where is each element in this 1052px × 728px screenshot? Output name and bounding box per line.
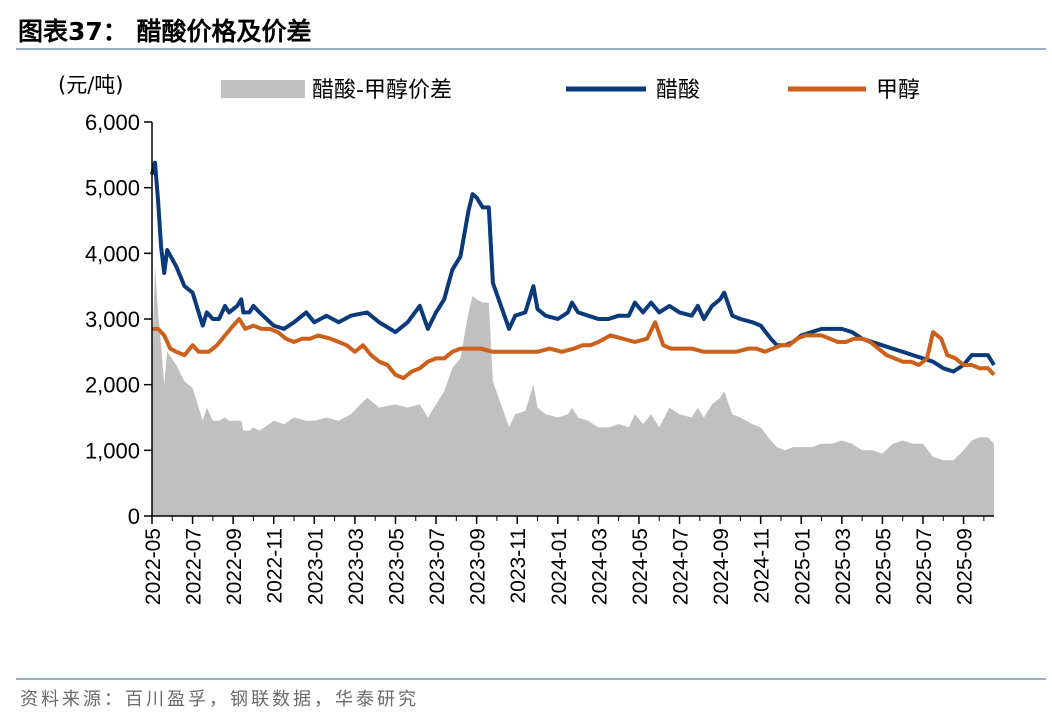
x-tick-label: 2023-11 — [507, 528, 530, 604]
x-tick-label: 2023-05 — [385, 528, 408, 605]
x-tick-label: 2024-07 — [670, 528, 693, 605]
x-tick-label: 2024-01 — [548, 528, 571, 605]
y-tick-label: 1,000 — [85, 438, 140, 463]
y-tick-label: 6,000 — [85, 110, 140, 135]
x-tick-label: 2023-07 — [426, 528, 449, 605]
legend-label-acetic: 醋酸 — [656, 78, 700, 103]
series-line-methanol — [152, 317, 996, 381]
x-tick-label: 2025-09 — [954, 528, 977, 605]
x-tick-label: 2023-09 — [467, 528, 490, 605]
series-area-spread — [152, 266, 994, 516]
x-tick-label: 2022-09 — [223, 528, 246, 605]
x-tick-label: 2024-03 — [588, 528, 611, 605]
legend: 醋酸-甲醇价差 醋酸 甲醇 — [221, 78, 920, 103]
y-tick-label: 0 — [128, 504, 140, 529]
x-tick-label: 2024-11 — [751, 528, 774, 604]
series-line-acetic-acid — [150, 160, 996, 374]
x-tick-label: 2025-01 — [791, 528, 814, 605]
legend-label-spread: 醋酸-甲醇价差 — [312, 78, 452, 103]
x-tick-label: 2022-05 — [142, 528, 165, 605]
axis-layer: 0 1,000 2,000 3,000 4,000 5,000 6,000 2022-05 20… — [85, 110, 994, 605]
y-unit-label: (元/吨) — [58, 73, 123, 97]
legend-label-methanol: 甲醇 — [876, 78, 920, 103]
x-tick-label: 2024-05 — [629, 528, 652, 605]
series-layer — [150, 160, 996, 516]
x-tick-label: 2025-05 — [872, 528, 895, 605]
x-tick-label: 2022-11 — [264, 528, 287, 604]
x-tick-label: 2023-01 — [304, 528, 327, 605]
bottom-rule — [16, 678, 1046, 680]
x-tick-label: 2022-07 — [183, 528, 206, 605]
y-tick-label: 5,000 — [85, 176, 140, 201]
x-tick-label: 2023-03 — [345, 528, 368, 605]
x-tick-label: 2024-09 — [710, 528, 733, 605]
x-tick-label: 2025-07 — [913, 528, 936, 605]
y-tick-label: 3,000 — [85, 307, 140, 332]
source-note: 资料来源：百川盈孚，钢联数据，华泰研究 — [20, 689, 419, 710]
top-rule — [16, 48, 1046, 50]
legend-swatch-spread — [221, 80, 305, 98]
x-tick-label: 2025-03 — [832, 528, 855, 605]
y-tick-label: 2,000 — [85, 373, 140, 398]
y-tick-label: 4,000 — [85, 241, 140, 266]
figure-title: 图表37： 醋酸价格及价差 — [18, 17, 312, 46]
